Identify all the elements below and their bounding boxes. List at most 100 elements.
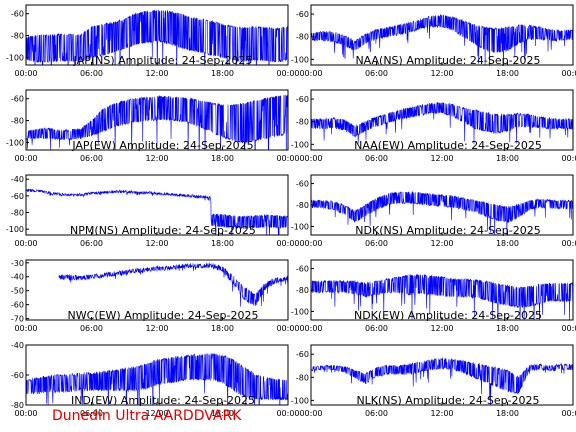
y-tick-label: -60 bbox=[296, 180, 309, 189]
footer-label: Dunedin Ultra AARDDVARK bbox=[52, 408, 242, 424]
x-tick-label: 12:00 bbox=[430, 409, 453, 418]
y-tick-label: -60 bbox=[296, 10, 309, 19]
y-tick-label: -100 bbox=[6, 225, 24, 234]
x-tick-label: 00:00 bbox=[14, 409, 37, 418]
chart-panel-4: 00:00 06:00 12:00 18:00 00:00 -60 -80 -100 NAA(E… bbox=[291, 89, 576, 163]
y-tick-label: -80 bbox=[11, 209, 24, 218]
chart-panel-10: 00:00 06:00 12:00 18:00 00:00 -60 -80 -100 NLK(N… bbox=[291, 344, 576, 418]
y-tick-label: -100 bbox=[6, 138, 24, 147]
x-tick-label: 06:00 bbox=[365, 239, 388, 248]
y-tick-label: -100 bbox=[291, 396, 309, 405]
chart-panel-5: 00:00 06:00 12:00 18:00 00:00 -40 -60 -80 -100 NP… bbox=[6, 174, 300, 248]
x-tick-label: 12:00 bbox=[430, 239, 453, 248]
panel-title: NDK(EW) Amplitude: 24-Sep-2025 bbox=[354, 309, 542, 322]
y-tick-label: -40 bbox=[11, 175, 24, 184]
x-tick-label: 00:00 bbox=[299, 154, 322, 163]
x-tick-label: 12:00 bbox=[145, 154, 168, 163]
y-tick-label: -80 bbox=[296, 373, 309, 382]
chart-panel-3: 00:00 06:00 12:00 18:00 00:00 -60 -80 -100 JAP(E… bbox=[6, 89, 300, 163]
x-tick-label: 00:00 bbox=[561, 409, 576, 418]
y-tick-label: -100 bbox=[291, 307, 309, 316]
y-tick-label: -60 bbox=[11, 10, 24, 19]
x-tick-label: 00:00 bbox=[14, 239, 37, 248]
x-tick-label: 18:00 bbox=[496, 239, 519, 248]
y-tick-label: -80 bbox=[11, 117, 24, 126]
panel-title: NWC(EW) Amplitude: 24-Sep-2025 bbox=[68, 309, 259, 322]
chart-panel-8: 00:00 06:00 12:00 18:00 00:00 -60 -80 -100 NDK(E… bbox=[291, 259, 576, 333]
y-tick-label: -60 bbox=[296, 95, 309, 104]
x-tick-label: 06:00 bbox=[80, 324, 103, 333]
y-tick-label: -70 bbox=[11, 315, 24, 324]
panel-title: IND(EW) Amplitude: 24-Sep-2025 bbox=[71, 394, 255, 407]
y-tick-label: -80 bbox=[296, 33, 309, 42]
x-tick-label: 00:00 bbox=[14, 69, 37, 78]
x-tick-label: 12:00 bbox=[430, 324, 453, 333]
y-tick-label: -60 bbox=[296, 350, 309, 359]
y-tick-label: -80 bbox=[11, 401, 24, 410]
panel-title: NDK(NS) Amplitude: 24-Sep-2025 bbox=[355, 224, 540, 237]
x-tick-label: 18:00 bbox=[211, 324, 234, 333]
y-tick-label: -30 bbox=[11, 259, 24, 268]
amplitude-trace bbox=[311, 191, 573, 235]
x-tick-label: 00:00 bbox=[561, 154, 576, 163]
y-tick-label: -80 bbox=[296, 286, 309, 295]
chart-panel-2: 00:00 06:00 12:00 18:00 00:00 -60 -80 -100 NAA(N… bbox=[291, 4, 576, 78]
y-tick-label: -60 bbox=[11, 301, 24, 310]
amplitude-trace bbox=[26, 352, 288, 405]
amplitude-trace bbox=[26, 9, 288, 65]
x-tick-label: 18:00 bbox=[496, 409, 519, 418]
x-tick-label: 00:00 bbox=[276, 69, 299, 78]
y-tick-label: -100 bbox=[291, 55, 309, 64]
x-tick-label: 00:00 bbox=[561, 239, 576, 248]
x-tick-label: 12:00 bbox=[145, 324, 168, 333]
y-tick-label: -80 bbox=[296, 201, 309, 210]
y-tick-label: -100 bbox=[6, 53, 24, 62]
x-tick-label: 18:00 bbox=[211, 239, 234, 248]
y-tick-label: -80 bbox=[296, 118, 309, 127]
x-tick-label: 12:00 bbox=[430, 69, 453, 78]
x-tick-label: 12:00 bbox=[145, 409, 168, 418]
x-tick-label: 00:00 bbox=[14, 324, 37, 333]
amplitude-trace bbox=[58, 262, 288, 307]
x-tick-label: 00:00 bbox=[299, 69, 322, 78]
panel-title: JAP(NS) Amplitude: 24-Sep-2025 bbox=[73, 54, 253, 67]
x-tick-label: 12:00 bbox=[145, 69, 168, 78]
x-tick-label: 06:00 bbox=[80, 69, 103, 78]
y-tick-label: -50 bbox=[11, 287, 24, 296]
y-tick-label: -40 bbox=[11, 273, 24, 282]
chart-panel-9: 00:00 06:00 12:00 18:00 00:00 -40 -60 -80 IND(EW… bbox=[11, 341, 300, 418]
x-tick-label: 18:00 bbox=[211, 409, 234, 418]
x-tick-label: 00:00 bbox=[299, 239, 322, 248]
chart-panel-1: 00:00 06:00 12:00 18:00 00:00 -60 -80 -100 JAP(N… bbox=[6, 4, 300, 78]
y-tick-label: -100 bbox=[291, 140, 309, 149]
panel-title: NAA(EW) Amplitude: 24-Sep-2025 bbox=[354, 139, 542, 152]
x-tick-label: 06:00 bbox=[365, 409, 388, 418]
amplitude-trace bbox=[26, 188, 288, 235]
chart-panel-7: 00:00 06:00 12:00 18:00 00:00 -30 -40 -50 -60 -70… bbox=[11, 259, 300, 333]
panel-title: JAP(EW) Amplitude: 24-Sep-2025 bbox=[71, 139, 253, 152]
y-tick-label: -100 bbox=[291, 222, 309, 231]
x-tick-label: 18:00 bbox=[211, 69, 234, 78]
amplitude-trace bbox=[311, 273, 573, 320]
x-tick-label: 18:00 bbox=[211, 154, 234, 163]
y-tick-label: -60 bbox=[11, 192, 24, 201]
y-tick-label: -60 bbox=[11, 371, 24, 380]
chart-panel-6: 00:00 06:00 12:00 18:00 00:00 -60 -80 -100 NDK(N… bbox=[291, 174, 576, 248]
x-tick-label: 00:00 bbox=[561, 69, 576, 78]
y-tick-label: -80 bbox=[11, 32, 24, 41]
x-tick-label: 00:00 bbox=[276, 239, 299, 248]
x-tick-label: 06:00 bbox=[365, 154, 388, 163]
x-tick-label: 00:00 bbox=[299, 409, 322, 418]
x-tick-label: 06:00 bbox=[80, 409, 103, 418]
x-tick-label: 00:00 bbox=[276, 324, 299, 333]
amplitude-trace bbox=[311, 13, 573, 65]
y-tick-label: -60 bbox=[296, 265, 309, 274]
y-tick-label: -60 bbox=[11, 95, 24, 104]
panel-title: NLK(NS) Amplitude: 24-Sep-2025 bbox=[356, 394, 539, 407]
x-tick-label: 18:00 bbox=[496, 154, 519, 163]
x-tick-label: 06:00 bbox=[80, 154, 103, 163]
x-tick-label: 00:00 bbox=[14, 154, 37, 163]
x-tick-label: 18:00 bbox=[496, 324, 519, 333]
y-tick-label: -40 bbox=[11, 341, 24, 350]
